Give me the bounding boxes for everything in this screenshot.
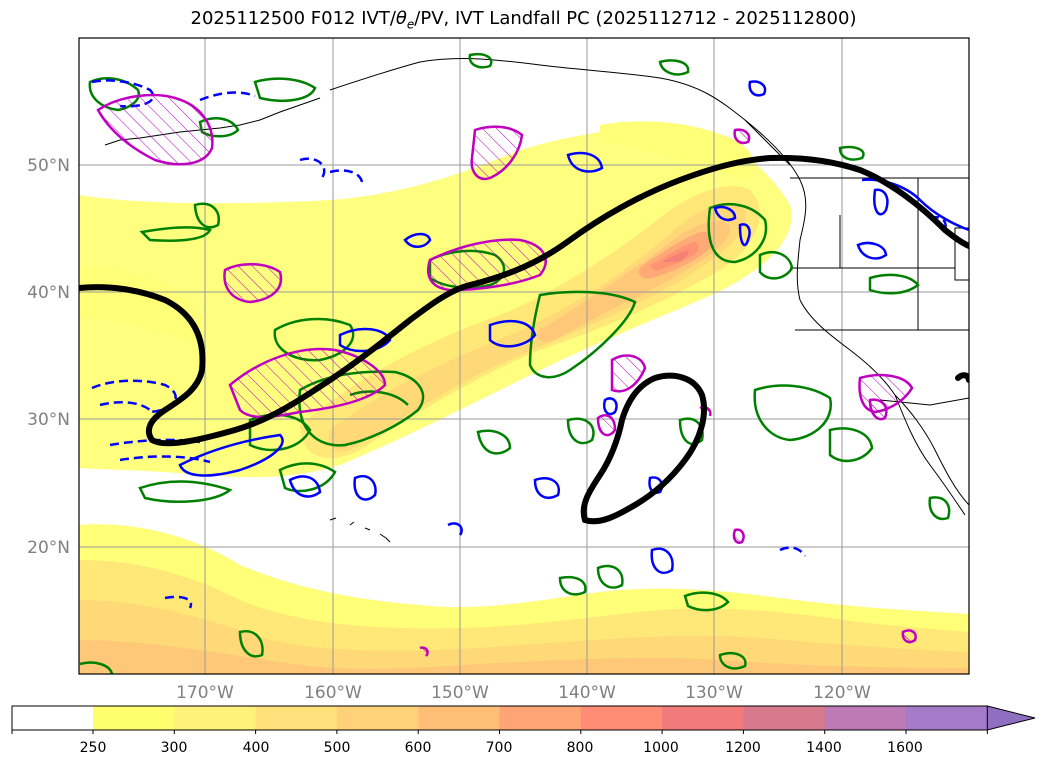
colorbar-box-1000	[662, 706, 744, 730]
ivt-south-400	[79, 600, 969, 674]
map-figure: 50°N 40°N 30°N 20°N 170°W 160°W 150°W 14…	[27, 37, 970, 700]
colorbar-box-1400	[824, 706, 907, 730]
colorbar-box-600	[418, 706, 500, 730]
border-states	[790, 178, 969, 331]
colorbar-labels: 250 300 400 500 600 700 800 1000 1200 14…	[80, 740, 923, 756]
lon-labels: 170°W 160°W 150°W 140°W 130°W 120°W	[176, 683, 871, 700]
colorbar-label-1600: 1600	[887, 740, 923, 756]
colorbar-box-below	[12, 706, 93, 730]
coast-hawaii	[329, 517, 391, 543]
map-layers	[79, 38, 969, 674]
title-suffix: /PV, IVT Landfall PC (2025112712 - 20251…	[414, 8, 857, 29]
colorbar-label-800: 800	[567, 740, 594, 756]
colorbar-box-400	[255, 706, 338, 730]
colorbar-label-1000: 1000	[643, 740, 679, 756]
map-frame	[78, 37, 970, 675]
colorbar-label-700: 700	[486, 740, 513, 756]
colorbar-box-1200	[743, 706, 826, 730]
coast-alaska	[329, 58, 791, 166]
colorbar-box-500	[336, 706, 419, 730]
title-prefix: 2025112500 F012 IVT/	[190, 8, 396, 29]
ivt-shading	[79, 121, 969, 674]
coast-canada-bc	[744, 119, 807, 241]
lat-label-50: 50°N	[27, 156, 70, 176]
title-theta-sub: e	[406, 17, 415, 32]
colorbar-label-1200: 1200	[725, 740, 761, 756]
colorbar-box-250	[93, 706, 175, 730]
lon-label-170w: 170°W	[176, 683, 234, 700]
lat-label-40: 40°N	[27, 283, 70, 303]
ivt-south-500	[79, 640, 969, 674]
colorbar-box-300	[174, 706, 257, 730]
lon-label-160w: 160°W	[304, 683, 362, 700]
graticule	[79, 38, 969, 674]
colorbar-box-800	[580, 706, 663, 730]
coast-baja	[894, 394, 966, 516]
colorbar-label-1400: 1400	[806, 740, 842, 756]
lon-label-120w: 120°W	[813, 683, 871, 700]
colorbar-label-600: 600	[405, 740, 432, 756]
lon-label-130w: 130°W	[685, 683, 743, 700]
lat-labels: 50°N 40°N 30°N 20°N	[27, 156, 70, 558]
lat-label-30: 30°N	[27, 410, 70, 430]
title-theta: θ	[395, 8, 407, 29]
colorbar-outline	[11, 705, 988, 731]
lon-label-140w: 140°W	[558, 683, 616, 700]
colorbar-label-250: 250	[80, 740, 107, 756]
colorbar-label-300: 300	[161, 740, 188, 756]
ivt-band-800	[662, 250, 689, 262]
map-title: 2025112500 F012 IVT/θe/PV, IVT Landfall …	[0, 8, 1047, 32]
colorbar-box-700	[499, 706, 582, 730]
colorbar-box-1600	[906, 706, 988, 730]
colorbar-label-500: 500	[324, 740, 351, 756]
colorbar-extend-arrow	[986, 705, 1036, 731]
lat-label-20: 20°N	[27, 538, 70, 558]
colorbar-boxes	[11, 705, 1036, 734]
lon-label-150w: 150°W	[431, 683, 489, 700]
colorbar-label-400: 400	[243, 740, 270, 756]
